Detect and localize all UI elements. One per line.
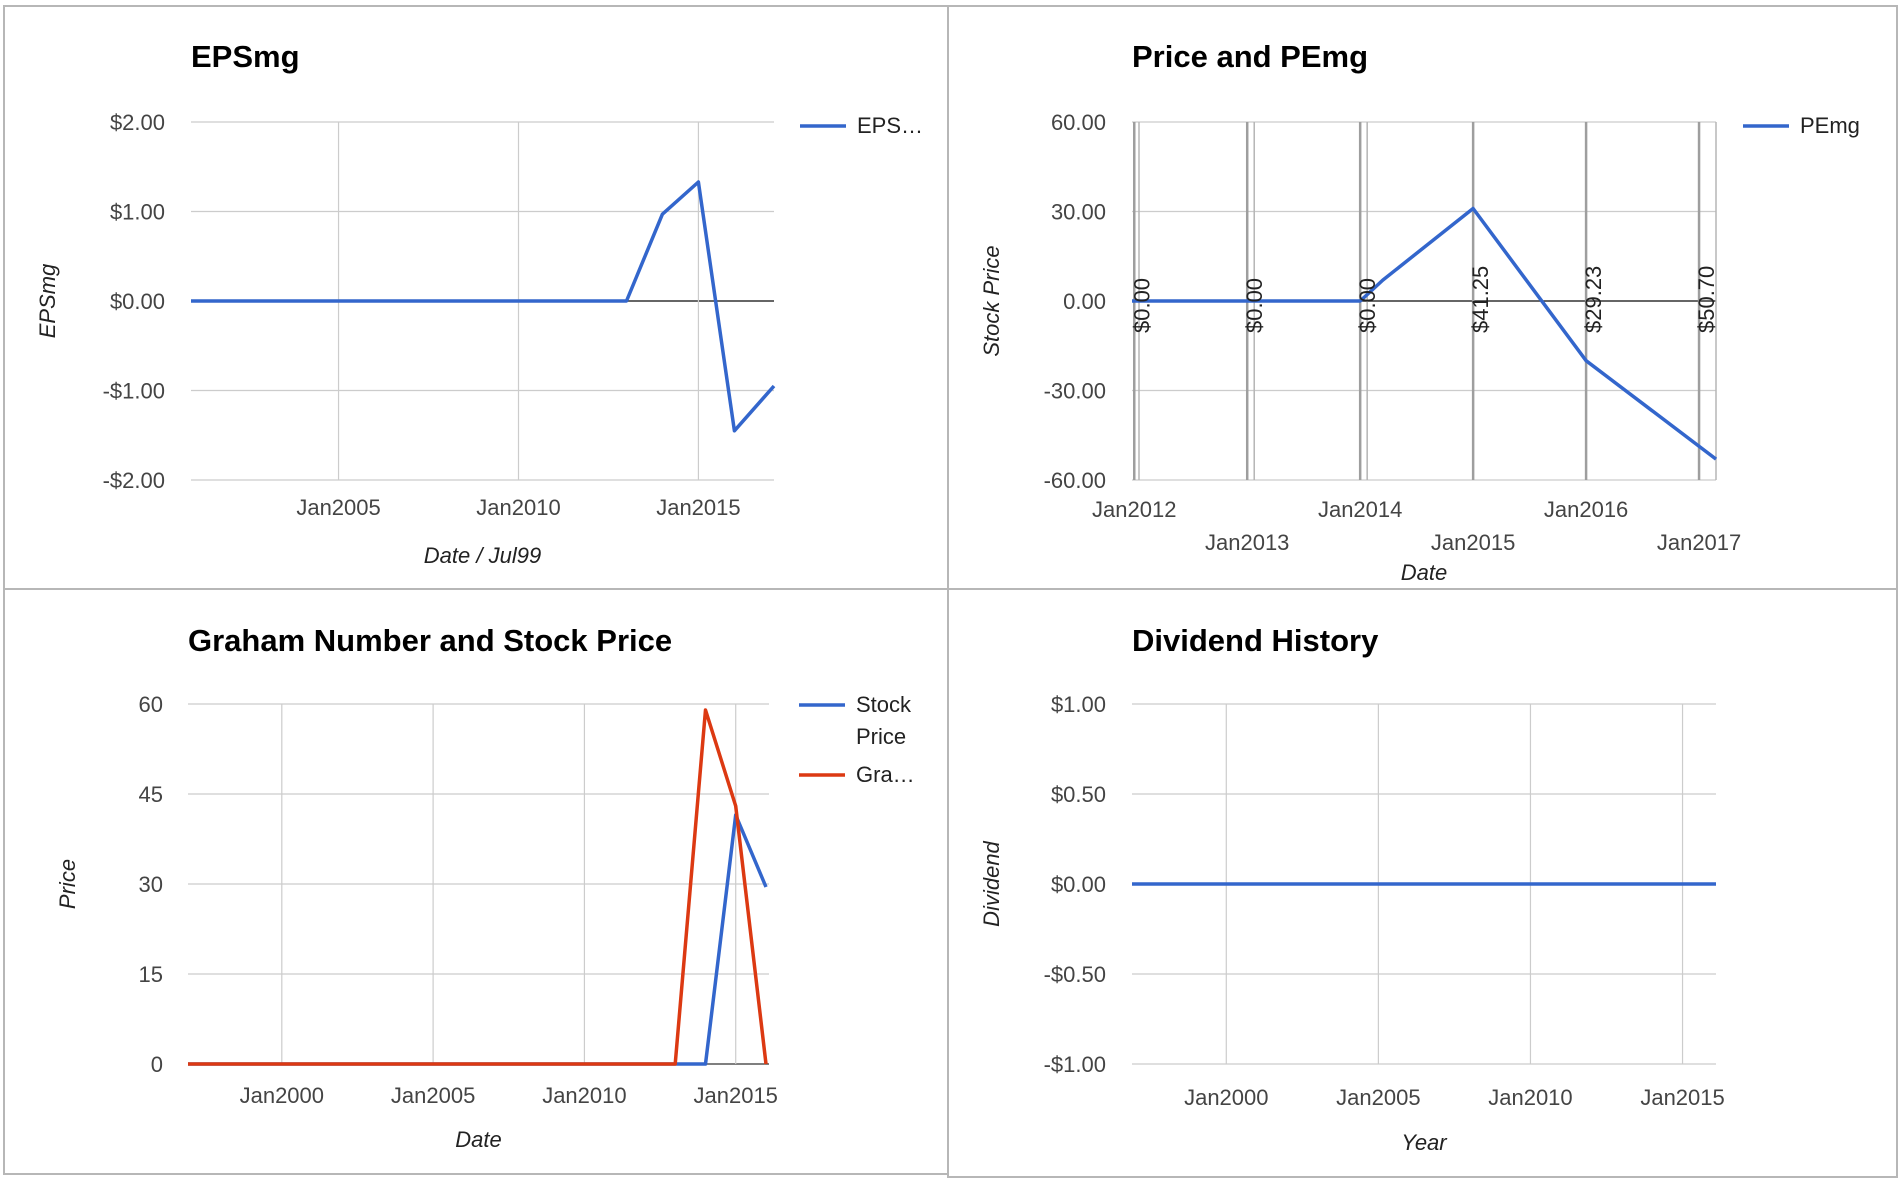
- x-tick-label: Jan2012: [1092, 497, 1176, 522]
- y-tick-label: $1.00: [110, 200, 165, 225]
- x-tick-label: Jan2005: [296, 495, 380, 520]
- x-tick-label: Jan2015: [1640, 1085, 1724, 1110]
- legend-label-line: Stock: [856, 692, 912, 717]
- y-tick-label: $0.50: [1051, 782, 1106, 807]
- data-annotation: $29.23: [1581, 266, 1606, 333]
- chart-title: Price and PEmg: [1132, 39, 1368, 74]
- legend-label: Gra…: [856, 762, 915, 787]
- chart-svg: Dividend History $1.00 $0.50 $0.00 -$0.50 -$1…: [979, 623, 1725, 1155]
- legend-label: PEmg: [1800, 113, 1860, 138]
- x-tick-label: Jan2010: [1488, 1085, 1572, 1110]
- x-tick-label: Jan2015: [694, 1083, 778, 1108]
- x-axis-title: Year: [1401, 1130, 1448, 1155]
- data-annotation: $0.00: [1129, 278, 1154, 333]
- x-tick-label: Jan2017: [1657, 530, 1741, 555]
- y-tick-label: -$2.00: [103, 468, 165, 493]
- y-axis-title: EPSmg: [35, 263, 60, 338]
- chart-panel-graham[interactable]: Graham Number and Stock Price 60 45 30 15 0 Ja…: [3, 588, 949, 1175]
- chart-panel-price-pemg[interactable]: Price and PEmg 60.00 30.00 0.00 -30.00 -60.00…: [947, 5, 1898, 590]
- series-line-0[interactable]: [191, 180, 776, 433]
- chart-panel-dividend[interactable]: Dividend History $1.00 $0.50 $0.00 -$0.50 -$1…: [947, 588, 1898, 1178]
- x-tick-label: Jan2005: [1336, 1085, 1420, 1110]
- series-line-0[interactable]: [1132, 206, 1718, 461]
- chart-svg: EPSmg $2.00 $1.00 $0.00 -$1.00 -$2.00 Jan2005 J…: [35, 39, 923, 568]
- x-tick-label: Jan2010: [542, 1083, 626, 1108]
- x-tick-label: Jan2010: [476, 495, 560, 520]
- x-tick-label: Jan2015: [656, 495, 740, 520]
- y-tick-label: -30.00: [1044, 379, 1106, 404]
- y-tick-label: 45: [139, 782, 163, 807]
- chart-panel-epsmg[interactable]: EPSmg $2.00 $1.00 $0.00 -$1.00 -$2.00 Jan2005 J…: [3, 5, 949, 590]
- series-line-1[interactable]: [188, 708, 768, 1066]
- y-tick-label: $1.00: [1051, 692, 1106, 717]
- y-tick-label: -60.00: [1044, 468, 1106, 493]
- y-tick-label: $2.00: [110, 110, 165, 135]
- data-annotation: $0.00: [1242, 278, 1267, 333]
- chart-svg: Price and PEmg 60.00 30.00 0.00 -30.00 -60.00…: [979, 39, 1860, 585]
- chart-title: EPSmg: [191, 39, 300, 74]
- legend-label-line: Price: [856, 724, 906, 749]
- y-tick-label: 15: [139, 962, 163, 987]
- data-annotation: $0.00: [1355, 278, 1380, 333]
- x-tick-label: Jan2014: [1318, 497, 1402, 522]
- y-tick-label: $0.00: [110, 289, 165, 314]
- y-axis-title: Dividend: [979, 840, 1004, 926]
- y-tick-label: 60: [139, 692, 163, 717]
- chart-title: Graham Number and Stock Price: [188, 623, 672, 658]
- x-tick-label: Jan2000: [240, 1083, 324, 1108]
- y-axis-title: Stock Price: [979, 245, 1004, 356]
- y-tick-label: 0: [151, 1052, 163, 1077]
- x-tick-label: Jan2015: [1431, 530, 1515, 555]
- legend-label: Stock Price: [856, 692, 912, 749]
- y-tick-label: 30: [139, 872, 163, 897]
- data-annotation: $50.70: [1694, 266, 1719, 333]
- x-axis-title: Date: [455, 1127, 501, 1152]
- y-axis-title: Price: [55, 859, 80, 909]
- y-tick-label: -$1.00: [1044, 1052, 1106, 1077]
- data-annotation: $41.25: [1468, 266, 1493, 333]
- chart-title: Dividend History: [1132, 623, 1379, 658]
- x-tick-label: Jan2005: [391, 1083, 475, 1108]
- x-axis-title: Date: [1401, 560, 1447, 585]
- y-tick-label: 0.00: [1063, 289, 1106, 314]
- x-tick-label: Jan2013: [1205, 530, 1289, 555]
- y-tick-label: $0.00: [1051, 872, 1106, 897]
- chart-svg: Graham Number and Stock Price 60 45 30 15 0 Ja…: [55, 623, 915, 1152]
- x-tick-label: Jan2000: [1184, 1085, 1268, 1110]
- x-tick-label: Jan2016: [1544, 497, 1628, 522]
- y-tick-label: 30.00: [1051, 200, 1106, 225]
- y-tick-label: -$0.50: [1044, 962, 1106, 987]
- y-tick-label: -$1.00: [103, 379, 165, 404]
- x-axis-title: Date / Jul99: [424, 543, 541, 568]
- y-tick-label: 60.00: [1051, 110, 1106, 135]
- legend-label: EPS…: [857, 113, 923, 138]
